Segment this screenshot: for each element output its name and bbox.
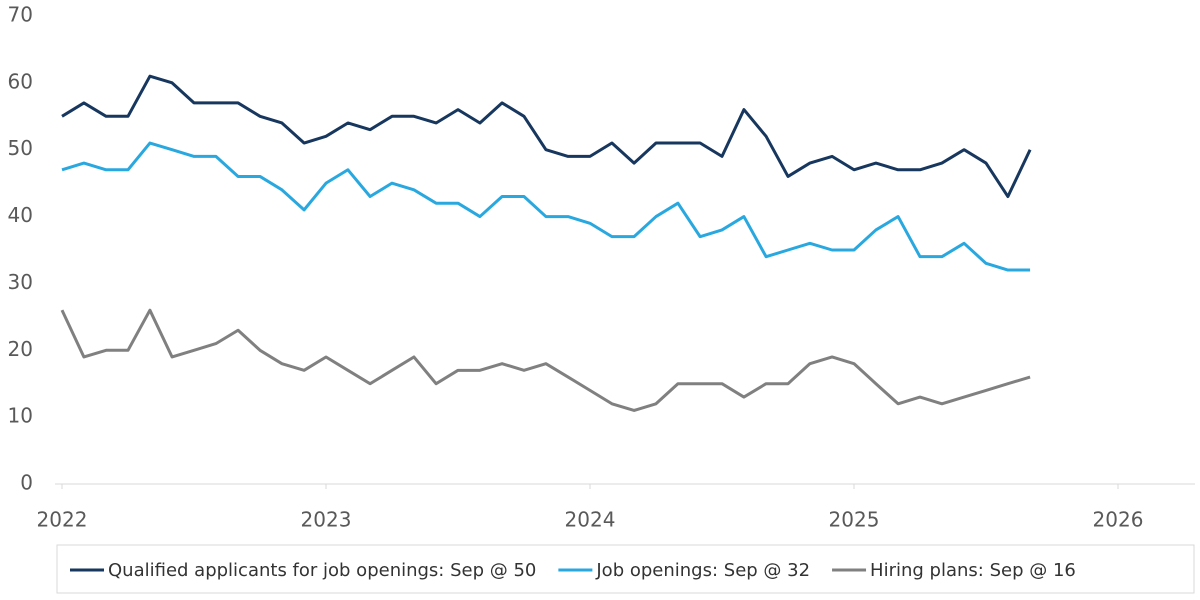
legend-label: Job openings: Sep @ 32 xyxy=(595,560,810,581)
x-tick-label: 2024 xyxy=(565,508,616,532)
legend-label: Hiring plans: Sep @ 16 xyxy=(870,560,1076,581)
series-line xyxy=(60,308,1031,412)
y-tick-label: 30 xyxy=(8,270,33,294)
y-tick-label: 60 xyxy=(8,69,33,93)
series-line xyxy=(61,141,1031,272)
x-tick-label: 2022 xyxy=(37,508,88,532)
series-line xyxy=(61,74,1032,199)
y-tick-label: 70 xyxy=(8,3,33,27)
y-tick-label: 50 xyxy=(8,136,33,160)
x-tick-label: 2025 xyxy=(829,508,880,532)
y-tick-label: 0 xyxy=(20,471,33,495)
legend-box xyxy=(56,544,1195,594)
x-tick-label: 2023 xyxy=(301,508,352,532)
x-tick-label: 2026 xyxy=(1093,508,1144,532)
y-tick-label: 20 xyxy=(8,337,33,361)
legend-label: Qualified applicants for job openings: S… xyxy=(108,560,536,581)
y-tick-label: 40 xyxy=(8,203,33,227)
y-tick-label: 10 xyxy=(8,404,33,428)
